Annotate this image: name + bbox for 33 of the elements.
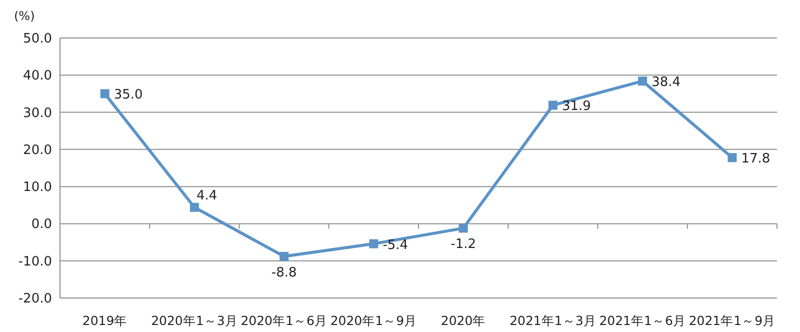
data-label: 31.9 xyxy=(562,99,591,114)
data-label: -1.2 xyxy=(450,237,476,252)
y-tick-label: 30.0 xyxy=(23,106,52,121)
point xyxy=(638,76,648,86)
x-tick-label: 2020年 xyxy=(440,313,486,328)
point xyxy=(728,153,737,162)
point xyxy=(100,89,110,98)
y-tick-label: 50.0 xyxy=(23,32,52,46)
x-tick-label: 2021年1～3月 xyxy=(510,313,596,328)
data-label: -5.4 xyxy=(382,238,408,253)
x-tick-label: 2020年1～9月 xyxy=(330,313,418,328)
x-tick-label: 2021年1～6月 xyxy=(599,313,686,328)
y-tick-label: -20.0 xyxy=(18,292,52,306)
y-tick-label: 40.0 xyxy=(23,68,52,84)
point xyxy=(190,202,199,212)
y-axis-title: (%) xyxy=(14,9,35,23)
y-tick-label: 20.0 xyxy=(23,142,52,158)
x-tick-label: 2020年1～3月 xyxy=(151,313,238,328)
point xyxy=(369,239,378,248)
point xyxy=(280,252,289,261)
x-tick-label: 2021年1～9月 xyxy=(688,313,776,328)
data-label: 35.0 xyxy=(114,88,143,103)
x-tick-label: 2019年 xyxy=(82,313,128,328)
x-tick-label: 2020年1～6月 xyxy=(240,313,328,328)
data-label: 4.4 xyxy=(196,188,218,204)
y-tick-label: -10.0 xyxy=(18,254,52,270)
data-label: -8.8 xyxy=(271,265,297,280)
data-label: 38.4 xyxy=(652,75,681,90)
point xyxy=(458,224,468,233)
y-tick-label: 0.0 xyxy=(31,217,52,232)
y-tick-label: 10.0 xyxy=(23,180,52,196)
data-label: 17.8 xyxy=(741,152,770,167)
point xyxy=(548,100,558,110)
